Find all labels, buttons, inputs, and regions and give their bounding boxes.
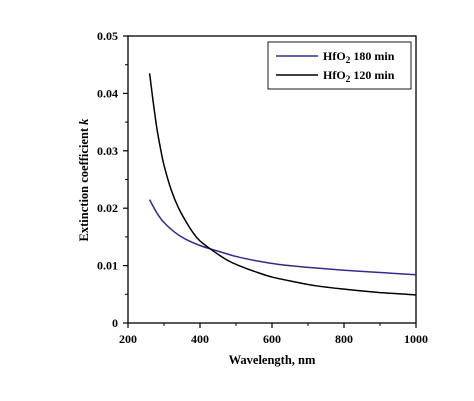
y-axis-ticks: 0 0.01 0.02 0.03 0.04 0.05 — [97, 29, 128, 330]
legend: HfO2 180 min HfO2 120 min — [267, 41, 412, 90]
y-axis-title: Extinction coefficient k — [77, 118, 91, 242]
minor-ticks — [125, 64, 381, 326]
series-line-1 — [148, 199, 417, 276]
x-axis-title: Wavelength, nm — [229, 353, 316, 367]
x-tick-label-0: 200 — [119, 332, 137, 346]
legend-label-2: HfO2 120 min — [323, 68, 395, 85]
y-tick-label-4: 0.04 — [97, 86, 118, 100]
x-tick-label-4: 1000 — [404, 332, 428, 346]
series-layer — [148, 73, 417, 296]
y-tick-label-0: 0 — [112, 316, 118, 330]
legend-box — [267, 41, 412, 90]
y-tick-label-2: 0.02 — [97, 201, 118, 215]
series-line-2 — [148, 73, 417, 296]
x-tick-label-1: 400 — [191, 332, 209, 346]
legend-label-1: HfO2 180 min — [323, 49, 395, 66]
y-axis-title-italic: k — [77, 118, 91, 125]
x-tick-label-3: 800 — [335, 332, 353, 346]
y-axis-title-main: Extinction coefficient — [77, 125, 91, 242]
y-tick-label-3: 0.03 — [97, 144, 118, 158]
y-tick-label-5: 0.05 — [97, 29, 118, 43]
y-tick-label-1: 0.01 — [97, 259, 118, 273]
x-axis-ticks: 200 400 600 800 1000 — [119, 323, 428, 346]
x-tick-label-2: 600 — [263, 332, 281, 346]
